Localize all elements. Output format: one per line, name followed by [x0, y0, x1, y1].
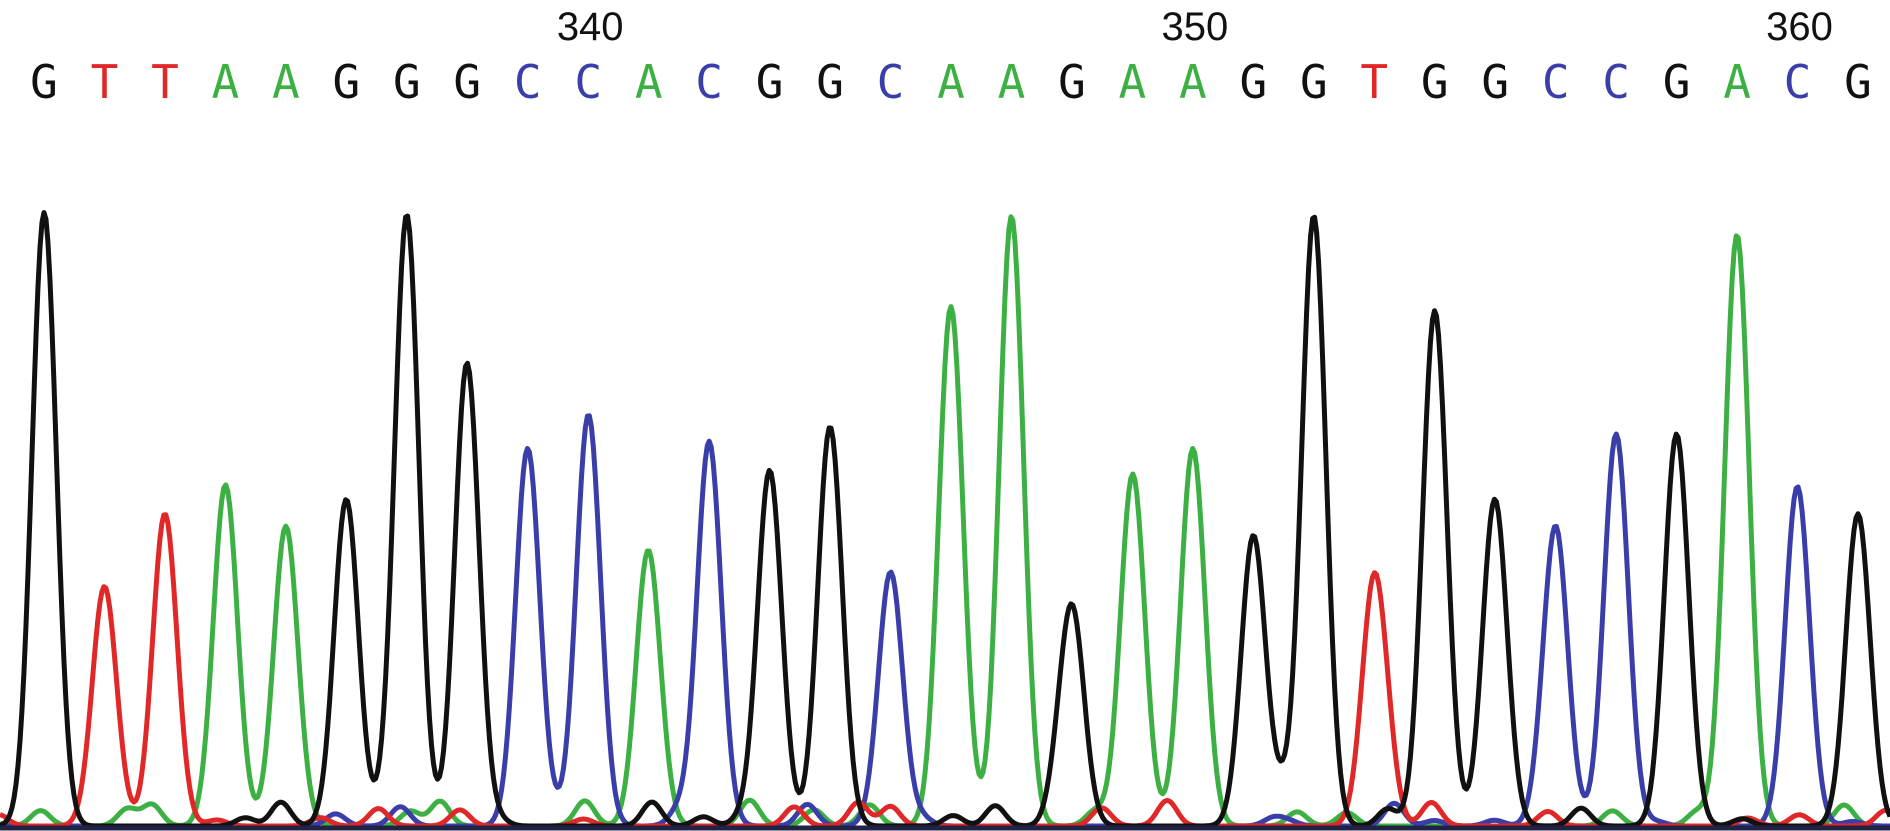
base-call-21: G [1300, 55, 1328, 109]
base-call-10: A [635, 55, 663, 109]
base-call-4: A [272, 55, 300, 109]
base-call-6: G [393, 55, 421, 109]
base-call-17: G [1058, 55, 1086, 109]
trace-G [0, 210, 1890, 829]
base-call-7: G [453, 55, 481, 109]
base-call-19: A [1179, 55, 1207, 109]
base-call-1: T [91, 55, 119, 109]
base-call-0: G [30, 55, 58, 109]
base-call-3: A [212, 55, 240, 109]
base-call-23: G [1421, 55, 1449, 109]
base-call-28: A [1723, 55, 1751, 109]
base-call-2: T [151, 55, 179, 109]
base-call-16: A [998, 55, 1026, 109]
trace-layer [0, 210, 1890, 829]
base-call-29: C [1784, 55, 1812, 109]
base-call-30: G [1844, 55, 1872, 109]
base-call-13: G [816, 55, 844, 109]
base-call-27: G [1663, 55, 1691, 109]
base-call-11: C [695, 55, 723, 109]
base-call-14: C [877, 55, 905, 109]
base-call-12: G [756, 55, 784, 109]
base-call-26: C [1602, 55, 1630, 109]
position-label-340: 340 [557, 5, 624, 49]
position-label-360: 360 [1766, 5, 1833, 49]
base-call-15: A [937, 55, 965, 109]
base-call-20: G [1239, 55, 1267, 109]
base-call-8: C [514, 55, 542, 109]
base-call-22: T [1360, 55, 1388, 109]
base-call-25: C [1542, 55, 1570, 109]
base-call-9: C [574, 55, 602, 109]
position-label-layer: 340 350 360 [557, 5, 1833, 49]
base-call-24: G [1481, 55, 1509, 109]
position-label-350: 350 [1161, 5, 1228, 49]
base-call-18: A [1119, 55, 1147, 109]
base-call-5: G [332, 55, 360, 109]
trace-C [0, 413, 1890, 829]
